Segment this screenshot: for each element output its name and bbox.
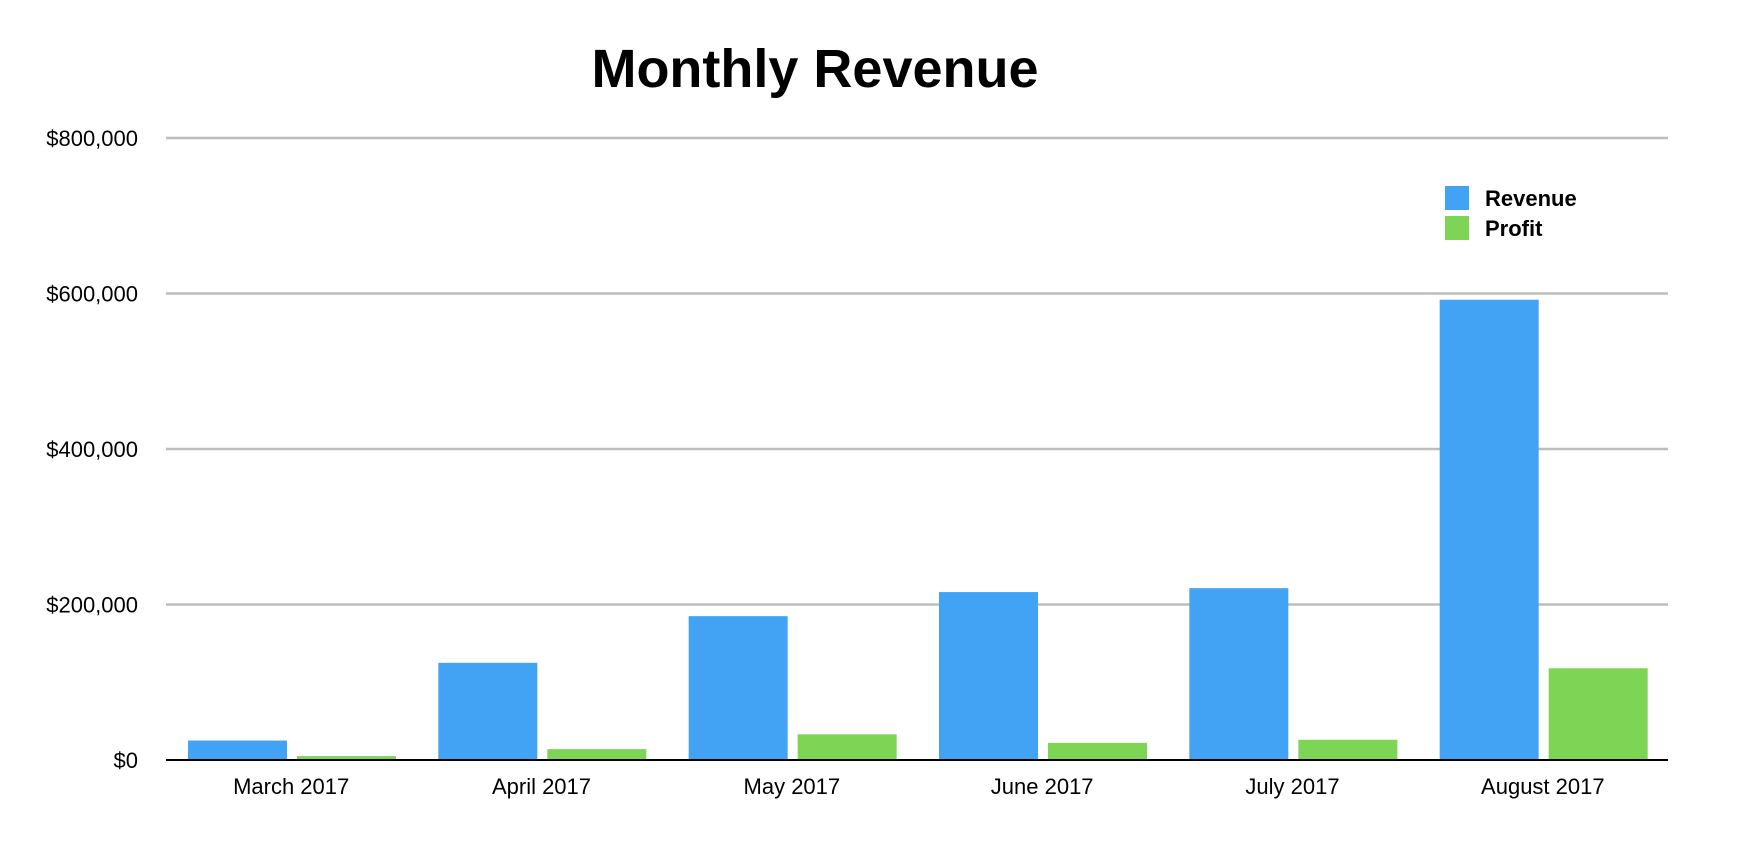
bar-profit [547, 749, 647, 760]
x-tick-label: March 2017 [233, 774, 349, 799]
y-tick-label: $200,000 [46, 593, 138, 618]
bar-revenue [438, 662, 538, 760]
bar-revenue [1439, 299, 1539, 760]
bar-profit [297, 756, 396, 760]
y-tick-label: $400,000 [46, 437, 138, 462]
bar-revenue [1189, 588, 1289, 760]
gridlines [166, 136, 1668, 606]
bar-profit [1298, 739, 1398, 760]
x-tick-label: May 2017 [744, 774, 841, 799]
bar-revenue [688, 616, 788, 760]
y-axis-ticks: $0 $200,000 $400,000 $600,000 $800,000 [46, 126, 138, 773]
legend-swatch [1445, 186, 1469, 210]
legend-label: Revenue [1485, 186, 1577, 211]
legend-label: Profit [1485, 216, 1543, 241]
bar-revenue [939, 592, 1038, 760]
y-tick-label: $800,000 [46, 126, 138, 151]
legend-swatch [1445, 216, 1469, 240]
x-tick-label: August 2017 [1481, 774, 1605, 799]
bars [188, 299, 1648, 760]
y-tick-label: $0 [114, 748, 138, 773]
bar-profit [1048, 742, 1147, 760]
chart-title: Monthly Revenue [591, 39, 1039, 99]
y-tick-label: $600,000 [46, 282, 138, 307]
x-tick-label: July 2017 [1245, 774, 1339, 799]
legend: Revenue Profit [1445, 186, 1577, 241]
bar-revenue [188, 740, 287, 760]
x-tick-label: April 2017 [492, 774, 591, 799]
x-axis-ticks: March 2017 April 2017 May 2017 June 2017 Jul… [233, 774, 1605, 799]
bar-profit [797, 734, 897, 760]
x-tick-label: June 2017 [991, 774, 1094, 799]
bar-profit [1548, 668, 1648, 760]
